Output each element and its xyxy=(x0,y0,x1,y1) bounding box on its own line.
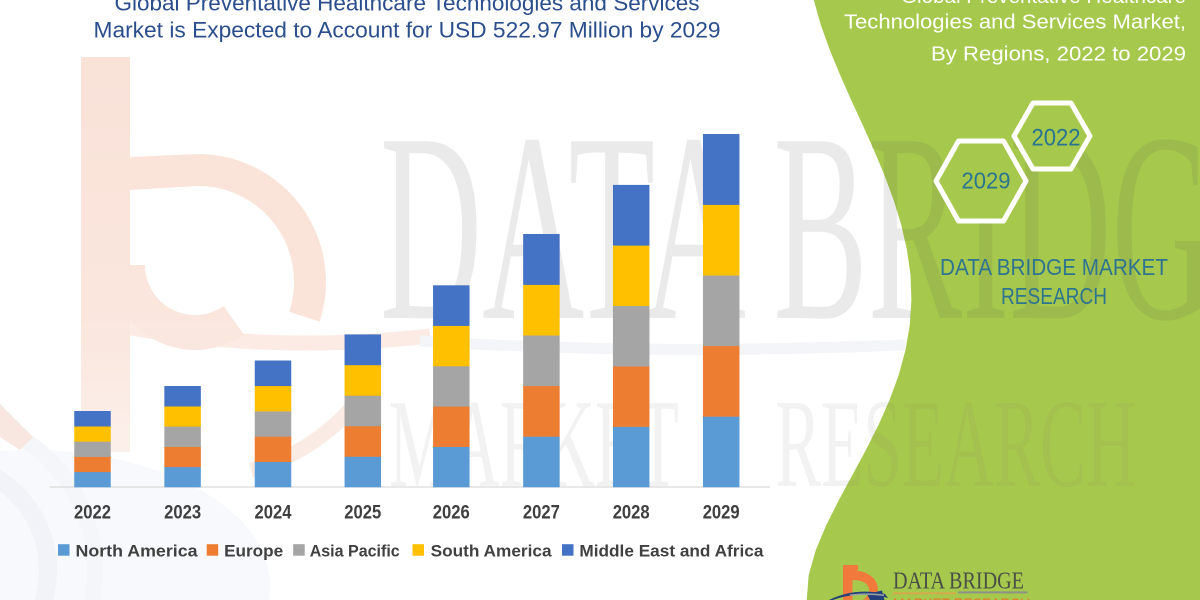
svg-text:2028: 2028 xyxy=(613,502,650,524)
svg-text:2026: 2026 xyxy=(433,502,470,524)
svg-text:RESEARCH: RESEARCH xyxy=(1001,283,1107,309)
svg-text:Europe: Europe xyxy=(224,543,283,561)
svg-text:South America: South America xyxy=(431,543,553,561)
svg-text:2022: 2022 xyxy=(1032,124,1081,151)
svg-text:Global Preventative Healthcare: Global Preventative Healthcare xyxy=(901,0,1186,8)
svg-text:2024: 2024 xyxy=(255,502,292,524)
svg-text:Global Preventative Healthcare: Global Preventative Healthcare Technolog… xyxy=(115,0,700,16)
svg-text:Market is Expected to Account: Market is Expected to Account for USD 52… xyxy=(94,18,721,43)
svg-text:2027: 2027 xyxy=(523,502,560,524)
svg-text:2023: 2023 xyxy=(164,502,201,524)
svg-text:2029: 2029 xyxy=(703,502,740,524)
svg-text:Asia Pacific: Asia Pacific xyxy=(310,543,400,561)
svg-text:2022: 2022 xyxy=(74,502,111,524)
svg-text:DATA BRIDGE: DATA BRIDGE xyxy=(893,569,1024,595)
svg-text:DATA BRIDGE MARKET: DATA BRIDGE MARKET xyxy=(940,254,1168,280)
svg-text:2025: 2025 xyxy=(344,502,381,524)
svg-text:By Regions, 2022 to 2029: By Regions, 2022 to 2029 xyxy=(931,43,1186,65)
svg-text:Technologies and Services Mark: Technologies and Services Market, xyxy=(844,12,1186,34)
svg-text:North America: North America xyxy=(76,543,199,561)
svg-text:2029: 2029 xyxy=(962,168,1011,194)
svg-text:Middle East and Africa: Middle East and Africa xyxy=(579,543,764,561)
svg-text:MARKET RESEARCH: MARKET RESEARCH xyxy=(893,596,1030,600)
